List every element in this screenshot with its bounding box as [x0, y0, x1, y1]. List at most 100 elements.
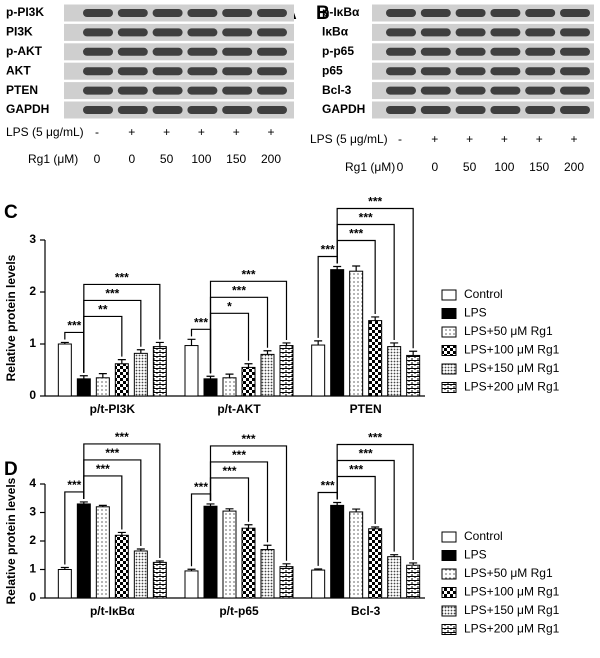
blot-band	[386, 67, 416, 76]
error-bar	[117, 359, 126, 364]
significance-bracket	[209, 312, 250, 374]
error-bar	[314, 568, 323, 571]
significance-bracket	[83, 459, 142, 546]
error-bar	[244, 363, 253, 368]
significance-label: ***	[349, 227, 363, 241]
bar	[133, 550, 148, 599]
blot-band	[117, 28, 148, 37]
error-bar	[155, 560, 164, 563]
error-bar	[352, 508, 361, 512]
bar	[114, 363, 129, 397]
condition-value: +	[466, 132, 473, 146]
legend-label: LPS+100 μM Rg1	[464, 585, 560, 599]
condition-label: Rg1 (μM)	[28, 152, 78, 166]
legend-label: LPS+50 μM Rg1	[464, 324, 553, 338]
significance-label: ***	[349, 463, 363, 477]
x-tick-label: p/t-p65	[219, 604, 259, 618]
blot-band	[83, 28, 113, 37]
legend-label: LPS+150 μM Rg1	[464, 603, 560, 617]
bar	[311, 569, 326, 599]
blot-band	[386, 9, 416, 17]
bar	[406, 564, 421, 599]
significance-bracket	[83, 443, 161, 558]
blot-band	[490, 28, 521, 37]
condition-value: 200	[261, 152, 281, 166]
y-tick-label: 2	[29, 284, 36, 298]
blot-band	[117, 67, 148, 76]
condition-label: LPS (5 μg/mL)	[6, 125, 84, 139]
blot-band	[490, 67, 521, 76]
blot-band	[257, 9, 287, 17]
condition-value: +	[163, 125, 170, 139]
blot-band	[152, 9, 183, 17]
error-bar	[225, 373, 234, 378]
significance-label: ***	[321, 479, 335, 493]
y-tick-label: 2	[29, 533, 36, 547]
blot-band	[560, 67, 590, 76]
blot-band	[455, 106, 486, 114]
error-bar	[282, 342, 291, 346]
condition-value: +	[198, 125, 205, 139]
bar	[260, 353, 275, 397]
bar	[95, 506, 110, 599]
error-bar	[117, 531, 126, 536]
bar	[203, 378, 218, 397]
error-bar	[187, 568, 196, 571]
significance-label: ***	[115, 430, 129, 444]
condition-value: +	[570, 132, 577, 146]
legend-label: LPS+150 μM Rg1	[464, 361, 560, 375]
blot-band	[222, 9, 253, 17]
blot-band	[222, 86, 253, 95]
x-tick-label: Bcl-3	[351, 604, 381, 618]
blot-band	[83, 47, 113, 56]
bar	[279, 566, 294, 599]
significance-label: ***	[368, 431, 382, 445]
error-bar	[333, 501, 342, 506]
legend-label: LPS+100 μM Rg1	[464, 343, 560, 357]
blot-band	[455, 28, 486, 37]
significance-label: ***	[232, 283, 246, 297]
bar	[76, 503, 91, 599]
bar	[184, 345, 199, 397]
blot-band	[222, 106, 253, 114]
blot-band	[525, 47, 556, 56]
y-tick-label: 0	[29, 590, 36, 604]
x-tick-label: p/t-IκBα	[90, 604, 135, 618]
y-tick-label: 4	[29, 476, 36, 490]
blot-band	[420, 28, 451, 37]
blot-band	[117, 86, 148, 95]
blot-band	[222, 28, 253, 37]
blot-band	[560, 106, 590, 114]
legend-label: LPS	[464, 306, 487, 320]
significance-bracket	[336, 443, 414, 560]
blot-band	[152, 86, 183, 95]
blot-band	[420, 86, 451, 95]
significance-label: ***	[232, 448, 246, 462]
condition-value: +	[536, 132, 543, 146]
blot-band	[187, 106, 218, 114]
panel-letter: D	[4, 459, 18, 480]
legend-swatch	[441, 550, 457, 561]
blot-band	[187, 47, 218, 56]
significance-label: ***	[321, 243, 335, 257]
blot-band	[117, 47, 148, 56]
significance-bracket	[209, 280, 288, 374]
blot-band	[525, 67, 556, 76]
legend-label: Control	[464, 529, 503, 543]
bar	[311, 344, 326, 397]
significance-label: ***	[368, 195, 382, 209]
bar	[133, 352, 148, 397]
error-bar	[79, 375, 88, 379]
significance-label: ***	[105, 287, 119, 301]
error-bar	[136, 349, 145, 354]
significance-label: ***	[194, 480, 208, 494]
condition-value: +	[233, 125, 240, 139]
bar	[241, 366, 256, 397]
y-tick-label: 3	[29, 232, 36, 246]
bar	[349, 270, 364, 397]
bar	[406, 354, 421, 397]
blot-band	[83, 86, 113, 95]
y-tick-label: 3	[29, 505, 36, 519]
legend-label: Control	[464, 287, 503, 301]
condition-label: Rg1 (μM)	[345, 160, 395, 174]
